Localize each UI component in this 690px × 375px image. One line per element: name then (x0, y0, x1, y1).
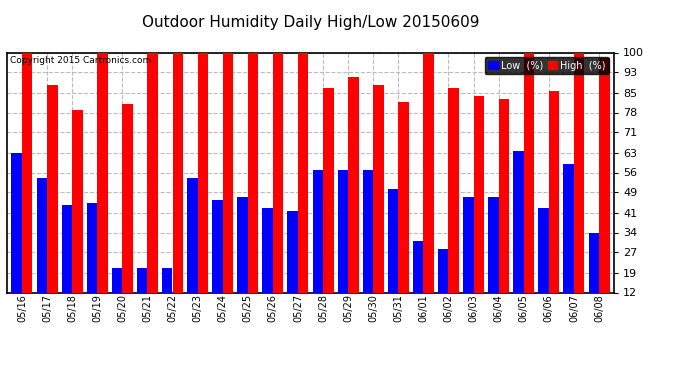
Bar (248, 53, 258, 325)
Bar (223, 53, 233, 325)
Bar (197, 53, 208, 325)
Bar (323, 88, 333, 325)
Bar (162, 268, 172, 325)
Bar (564, 164, 574, 325)
Bar (47, 85, 57, 325)
Bar (72, 110, 83, 325)
Bar (473, 96, 484, 325)
Bar (22, 53, 32, 325)
Bar (424, 53, 434, 325)
Bar (438, 249, 449, 325)
Bar (187, 178, 197, 325)
Bar (298, 44, 308, 325)
Bar (348, 77, 359, 325)
Bar (237, 197, 248, 325)
Bar (12, 153, 22, 325)
Bar (288, 211, 298, 325)
Bar (112, 268, 122, 325)
Bar (398, 102, 409, 325)
Bar (212, 200, 223, 325)
Bar (538, 208, 549, 325)
Bar (413, 241, 424, 325)
Bar (273, 53, 284, 325)
Bar (448, 88, 459, 325)
Bar (172, 53, 183, 325)
Bar (373, 85, 384, 325)
Bar (148, 53, 158, 325)
Bar (262, 208, 273, 325)
Bar (488, 197, 499, 325)
Bar (599, 58, 609, 325)
Bar (37, 178, 47, 325)
Bar (388, 189, 398, 325)
Bar (363, 170, 373, 325)
Bar (337, 170, 348, 325)
Text: Copyright 2015 Cartronics.com: Copyright 2015 Cartronics.com (10, 56, 151, 65)
Bar (524, 53, 534, 325)
Text: Outdoor Humidity Daily High/Low 20150609: Outdoor Humidity Daily High/Low 20150609 (141, 15, 480, 30)
Bar (549, 91, 560, 325)
Bar (499, 99, 509, 325)
Bar (574, 53, 584, 325)
Bar (87, 202, 97, 325)
Bar (513, 151, 524, 325)
Bar (97, 53, 108, 325)
Bar (589, 232, 599, 325)
Bar (463, 197, 473, 325)
Bar (137, 268, 148, 325)
Legend: Low  (%), High  (%): Low (%), High (%) (484, 57, 609, 74)
Bar (313, 170, 323, 325)
Bar (122, 104, 133, 325)
Bar (61, 205, 72, 325)
